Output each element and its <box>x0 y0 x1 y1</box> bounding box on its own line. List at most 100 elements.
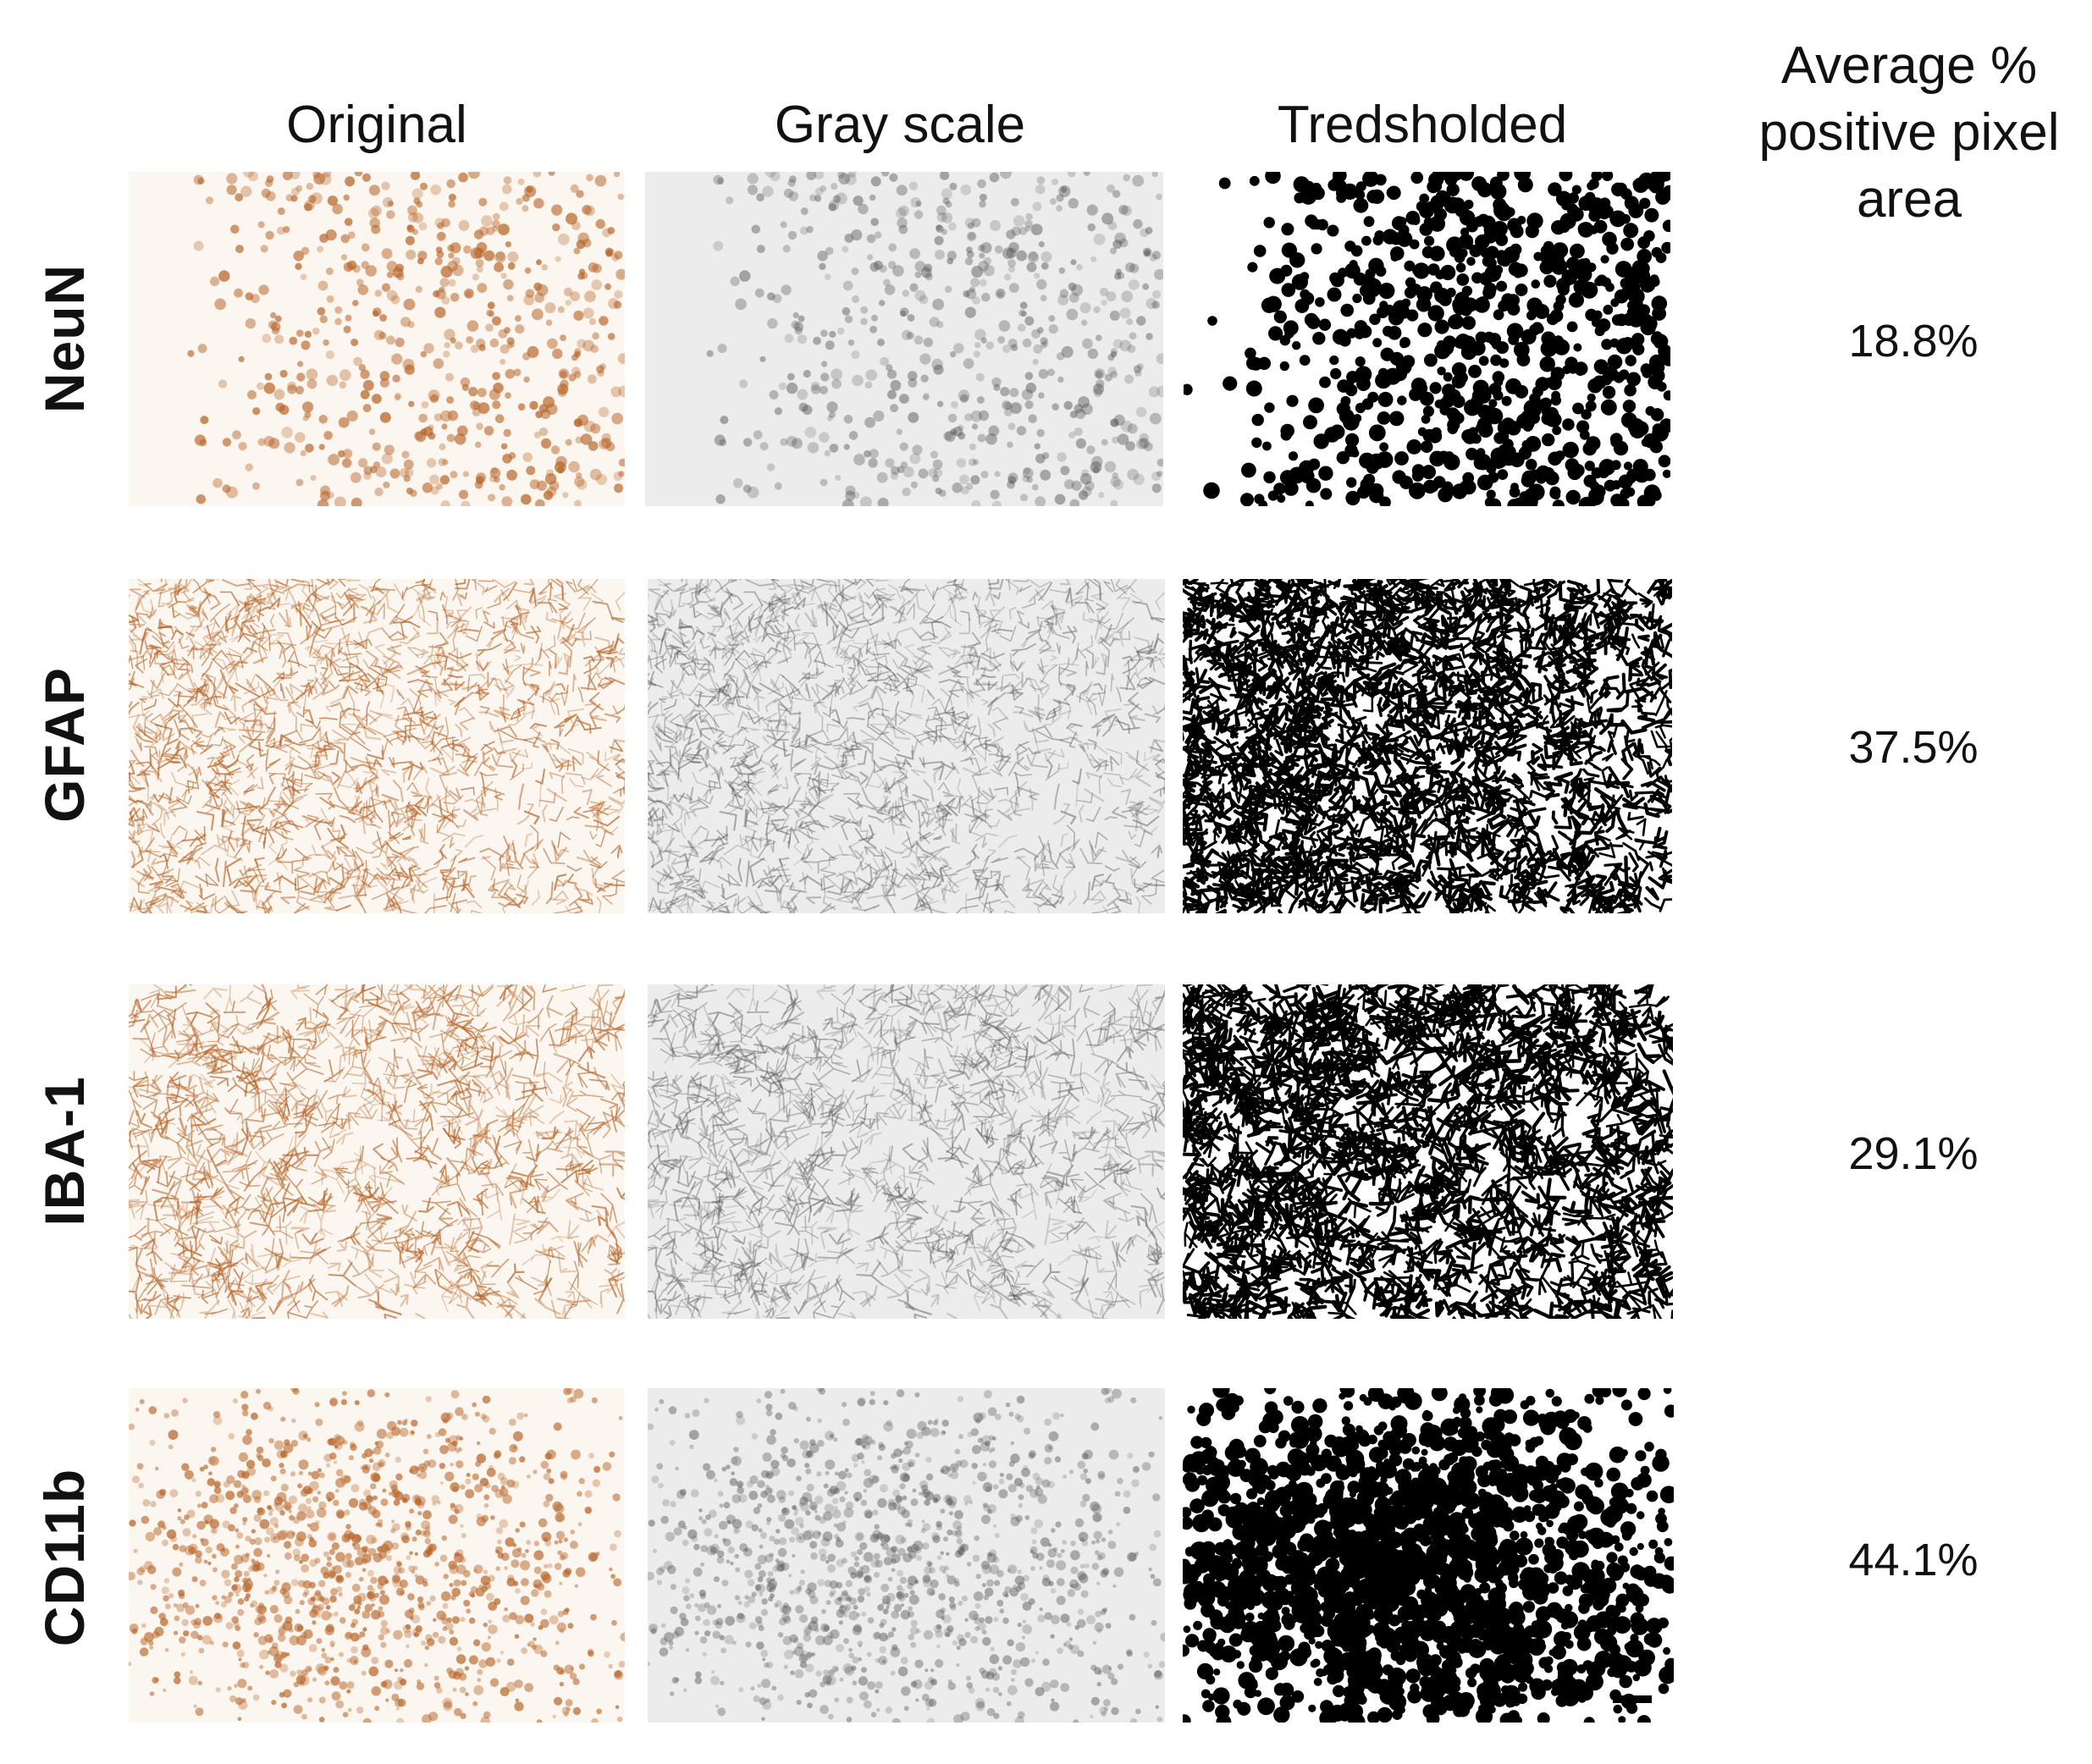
stain-mark <box>939 864 948 883</box>
stain-mark <box>1110 350 1118 358</box>
stain-mark <box>797 821 814 835</box>
stain-mark <box>290 195 298 202</box>
stain-mark <box>340 234 351 244</box>
stain-mark <box>883 810 905 821</box>
stain-mark <box>958 713 969 720</box>
stain-mark <box>865 579 875 587</box>
stain-mark <box>295 607 312 629</box>
stain-mark <box>735 676 742 704</box>
stain-mark <box>504 679 515 690</box>
stain-mark <box>765 627 775 642</box>
stain-mark <box>757 695 765 712</box>
stain-mark <box>958 389 970 402</box>
stain-mark <box>1127 345 1136 354</box>
stain-mark <box>780 898 786 911</box>
stain-mark <box>748 659 770 670</box>
stain-mark <box>284 617 292 627</box>
stain-mark <box>492 225 499 232</box>
stain-mark <box>163 810 175 826</box>
stain-mark <box>374 681 384 695</box>
stain-mark <box>677 896 689 913</box>
stain-mark <box>967 222 974 229</box>
stain-mark <box>1241 462 1256 478</box>
stain-mark <box>1432 172 1447 182</box>
stain-mark <box>472 579 477 581</box>
stain-mark <box>222 739 236 755</box>
stain-mark <box>858 592 872 606</box>
stain-mark <box>506 337 515 345</box>
stain-mark <box>280 896 296 905</box>
stain-mark <box>664 910 671 913</box>
stain-mark <box>439 855 457 874</box>
stain-mark <box>289 746 294 764</box>
stain-mark <box>869 262 880 273</box>
stain-mark <box>158 620 163 634</box>
stain-mark <box>605 442 615 452</box>
stain-mark <box>381 794 399 802</box>
stain-mark <box>322 686 335 696</box>
stain-mark <box>1148 796 1165 805</box>
stain-mark <box>671 857 679 865</box>
stain-mark <box>427 617 439 635</box>
stain-mark <box>806 830 820 841</box>
stain-mark <box>338 598 353 610</box>
stain-mark <box>475 259 484 267</box>
stain-mark <box>186 901 195 911</box>
stain-mark <box>1345 433 1360 447</box>
stain-mark <box>947 579 958 584</box>
stain-mark <box>1533 251 1543 262</box>
stain-mark <box>1038 620 1044 642</box>
stain-mark <box>168 691 181 708</box>
stain-mark <box>1029 725 1053 738</box>
stain-mark <box>368 207 379 219</box>
stain-mark <box>241 735 265 741</box>
stain-mark <box>975 372 985 382</box>
stain-mark <box>794 809 801 818</box>
stain-mark <box>941 762 956 770</box>
stain-mark <box>1115 268 1122 275</box>
stain-mark <box>417 587 426 604</box>
stain-mark <box>1542 433 1555 447</box>
stain-mark <box>1660 349 1670 363</box>
stain-mark <box>789 175 797 183</box>
stain-mark <box>798 315 805 322</box>
stain-mark <box>538 591 547 595</box>
stain-mark <box>1095 334 1102 341</box>
stain-mark <box>528 587 537 607</box>
stain-mark <box>913 655 934 670</box>
stain-mark <box>942 197 950 205</box>
stain-mark <box>1355 356 1366 367</box>
stain-mark <box>663 698 677 711</box>
stain-mark <box>351 796 369 820</box>
stain-mark <box>1038 582 1053 601</box>
stain-mark <box>888 261 897 269</box>
stain-mark <box>1025 628 1042 640</box>
stain-mark <box>245 463 253 471</box>
stain-mark <box>551 840 560 857</box>
stain-mark <box>1492 188 1502 198</box>
stain-mark <box>230 224 240 234</box>
stain-mark <box>781 284 792 295</box>
stain-mark <box>1021 597 1036 609</box>
stain-mark <box>550 738 560 750</box>
stain-mark <box>559 633 577 643</box>
stain-mark <box>1281 223 1294 236</box>
stain-mark <box>1478 356 1489 367</box>
stain-mark <box>1096 603 1107 610</box>
stain-mark <box>1040 679 1050 690</box>
stain-mark <box>791 320 800 329</box>
stain-mark <box>336 863 350 879</box>
stain-mark <box>1446 407 1460 421</box>
stain-mark <box>945 647 957 659</box>
stain-mark <box>608 796 625 805</box>
stain-mark <box>720 893 737 901</box>
stain-mark <box>1458 172 1474 181</box>
stain-mark <box>1151 300 1160 309</box>
stain-mark <box>1486 489 1496 499</box>
stain-mark <box>130 896 141 912</box>
stain-mark <box>434 306 446 318</box>
stain-mark <box>561 611 571 630</box>
stain-mark <box>853 579 858 584</box>
stain-mark <box>973 350 981 358</box>
stain-mark <box>829 580 837 593</box>
